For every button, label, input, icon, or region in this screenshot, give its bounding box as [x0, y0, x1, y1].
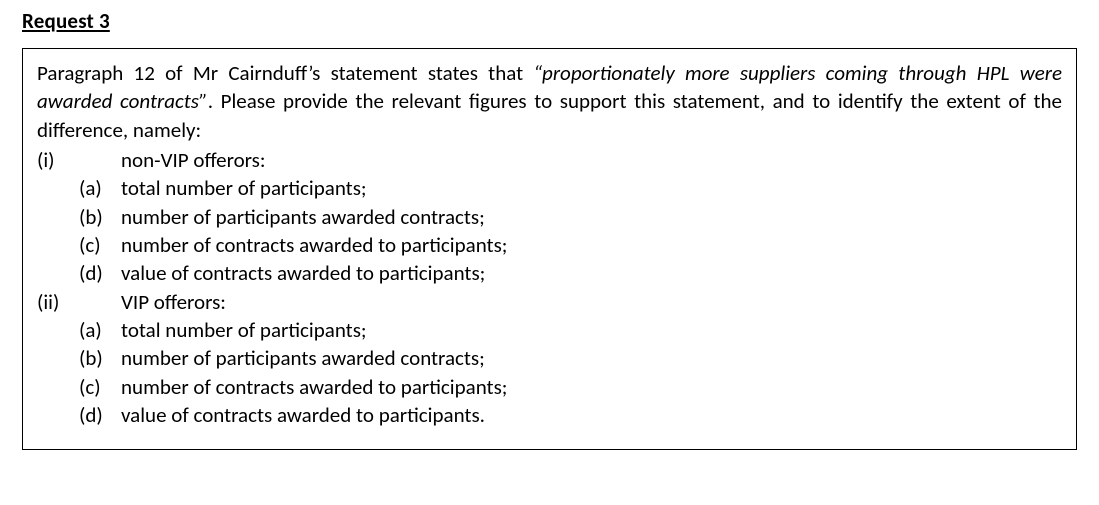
alpha-marker: (c) [79, 231, 121, 259]
list-item: (i) non-VIP offerors: [37, 146, 1062, 174]
list-item-label: non-VIP offerors: [121, 146, 1062, 174]
request-box: Paragraph 12 of Mr Cairnduff’s statement… [22, 48, 1077, 450]
list-subitem-text: value of contracts awarded to participan… [121, 259, 1062, 287]
alpha-marker: (a) [79, 174, 121, 202]
list-subitem: (c) number of contracts awarded to parti… [37, 373, 1062, 401]
list-subitem: (d) value of contracts awarded to partic… [37, 401, 1062, 429]
list-subitem: (c) number of contracts awarded to parti… [37, 231, 1062, 259]
spacer [37, 401, 79, 429]
ordered-list: (i) non-VIP offerors: (a) total number o… [37, 146, 1062, 429]
list-subitem-text: number of contracts awarded to participa… [121, 231, 1062, 259]
spacer [79, 288, 121, 316]
list-subitem-text: total number of participants; [121, 174, 1062, 202]
list-subitem-text: value of contracts awarded to participan… [121, 401, 1062, 429]
list-subitem-text: number of contracts awarded to participa… [121, 373, 1062, 401]
roman-marker: (ii) [37, 288, 79, 316]
alpha-marker: (d) [79, 259, 121, 287]
spacer [37, 373, 79, 401]
alpha-marker: (c) [79, 373, 121, 401]
roman-marker: (i) [37, 146, 79, 174]
alpha-marker: (d) [79, 401, 121, 429]
intro-text-lead: Paragraph 12 of Mr Cairnduff’s statement… [37, 60, 533, 86]
list-subitem-text: number of participants awarded contracts… [121, 344, 1062, 372]
list-subitem-text: total number of participants; [121, 316, 1062, 344]
list-item-label: VIP offerors: [121, 288, 1062, 316]
list-subitem: (a) total number of participants; [37, 174, 1062, 202]
intro-paragraph: Paragraph 12 of Mr Cairnduff’s statement… [37, 59, 1062, 144]
alpha-marker: (b) [79, 344, 121, 372]
list-item: (ii) VIP offerors: [37, 288, 1062, 316]
list-subitem: (a) total number of participants; [37, 316, 1062, 344]
list-subitem: (b) number of participants awarded contr… [37, 344, 1062, 372]
alpha-marker: (a) [79, 316, 121, 344]
list-subitem-text: number of participants awarded contracts… [121, 203, 1062, 231]
spacer [37, 259, 79, 287]
list-subitem: (b) number of participants awarded contr… [37, 203, 1062, 231]
alpha-marker: (b) [79, 203, 121, 231]
spacer [79, 146, 121, 174]
spacer [37, 231, 79, 259]
spacer [37, 174, 79, 202]
request-heading: Request 3 [22, 0, 1077, 48]
spacer [37, 203, 79, 231]
list-subitem: (d) value of contracts awarded to partic… [37, 259, 1062, 287]
spacer [37, 344, 79, 372]
spacer [37, 316, 79, 344]
